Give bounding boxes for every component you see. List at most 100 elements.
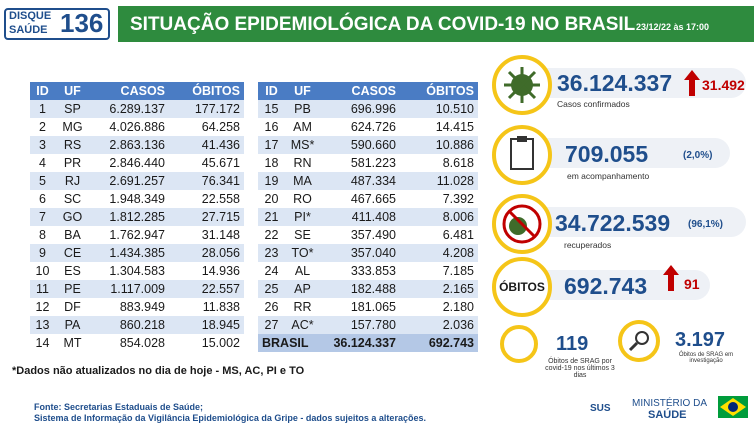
table-cell: 18: [264, 156, 279, 170]
table-cell: 1.762.947: [109, 228, 165, 242]
table-cell: 27: [264, 318, 279, 332]
column-header: ID: [36, 84, 49, 98]
table-cell: 333.853: [350, 264, 396, 278]
table-row-bg: [258, 172, 478, 190]
table-cell: 2.846.440: [109, 156, 165, 170]
table-cell: AM: [293, 120, 312, 134]
table-cell: 15.002: [201, 336, 240, 350]
table-cell: RN: [293, 156, 312, 170]
table-row-bg: [258, 280, 478, 298]
table-cell: 14.415: [435, 120, 474, 134]
table-cell: SC: [63, 192, 82, 206]
table-row-bg: [30, 262, 244, 280]
table-row-bg: [30, 334, 244, 352]
table-cell: 177.172: [194, 102, 240, 116]
total-label: BRASIL: [262, 336, 309, 350]
table-cell: 8.618: [442, 156, 474, 170]
table-row-bg: [30, 100, 244, 118]
monitoring-value: 709.055: [565, 141, 649, 167]
icon: [504, 67, 540, 103]
recovered-percent: (96,1%): [688, 219, 724, 230]
table-cell: 10.510: [435, 102, 474, 116]
confirmed-value: 36.124.337: [557, 70, 673, 96]
table-cell: 23: [264, 246, 279, 260]
table-cell: 1.948.349: [109, 192, 165, 206]
table-cell: 883.949: [119, 300, 165, 314]
table-row-bg: [30, 136, 244, 154]
table-row-bg: [30, 298, 244, 316]
table-cell: 22.557: [201, 282, 240, 296]
up-arrow: [684, 70, 700, 96]
table-cell: 10.886: [435, 138, 474, 152]
table-cell: 9: [39, 246, 46, 260]
table-cell: SP: [64, 102, 81, 116]
confirmed-change: 31.492: [702, 77, 745, 93]
column-header: UF: [294, 84, 311, 98]
table-cell: 4.208: [442, 246, 474, 260]
icon: [510, 136, 534, 170]
monitoring-label: em acompanhamento: [567, 171, 650, 181]
table-cell: 12: [35, 300, 50, 314]
table-cell: 2.863.136: [109, 138, 165, 152]
table-cell: 15: [264, 102, 279, 116]
table-cell: 10: [35, 264, 50, 278]
column-header: ÓBITOS: [192, 84, 240, 98]
logo-bottom: SAÚDE: [9, 24, 48, 36]
total-deaths: 692.743: [428, 336, 474, 350]
table-cell: SE: [294, 228, 311, 242]
table-cell: 2: [39, 120, 46, 134]
column-header: CASOS: [120, 84, 165, 98]
table-row-bg: [258, 118, 478, 136]
table-cell: PR: [63, 156, 82, 170]
table-cell: AL: [294, 264, 311, 278]
table-header-bg: [30, 82, 244, 100]
table-cell: 76.341: [201, 174, 240, 188]
ministry-1: MINISTÉRIO DA: [632, 398, 708, 409]
table-cell: ES: [64, 264, 81, 278]
table-row-bg: [30, 154, 244, 172]
srag-recent-value: 119: [556, 333, 589, 355]
table-cell: 41.436: [201, 138, 240, 152]
panel-bar: [520, 207, 746, 237]
table-cell: CE: [63, 246, 82, 260]
column-header: ÓBITOS: [426, 84, 474, 98]
panel-bar: [520, 138, 730, 168]
table-cell: PB: [294, 102, 311, 116]
table-cell: 624.726: [350, 120, 396, 134]
table-cell: AC*: [291, 318, 314, 332]
table-cell: 16: [264, 120, 279, 134]
table-cell: 581.223: [350, 156, 396, 170]
logo-box: [4, 8, 110, 40]
flag: [718, 396, 748, 418]
table-row-bg: [30, 118, 244, 136]
icon: [628, 331, 649, 352]
note: *Dados não atualizados no dia de hoje - …: [12, 365, 305, 377]
table-cell: 1.117.009: [110, 282, 165, 296]
table-cell: 17: [264, 138, 279, 152]
total-row-bg: [258, 334, 478, 352]
table-cell: 14: [35, 336, 50, 350]
ministry-2: SAÚDE: [648, 409, 687, 421]
source-2: Sistema de Informação da Vigilância Epid…: [34, 413, 426, 423]
table-row-bg: [30, 244, 244, 262]
monitoring-percent: (2,0%): [683, 150, 713, 161]
table-row-bg: [30, 208, 244, 226]
table-cell: 860.218: [119, 318, 165, 332]
table-cell: 7.185: [442, 264, 474, 278]
icon: [502, 204, 542, 244]
table-row-bg: [258, 262, 478, 280]
table-cell: 2.180: [442, 300, 474, 314]
table-cell: 21: [264, 210, 279, 224]
table-cell: RR: [293, 300, 312, 314]
table-cell: 7.392: [442, 192, 474, 206]
table-row-bg: [258, 208, 478, 226]
table-cell: RJ: [64, 174, 81, 188]
table-cell: 25: [264, 282, 279, 296]
srag-investigation-value: 3.197: [675, 329, 726, 351]
table-row-bg: [30, 190, 244, 208]
table-cell: MS*: [290, 138, 315, 152]
table-cell: 357.040: [350, 246, 396, 260]
up-arrow: [663, 265, 679, 291]
table-cell: DF: [64, 300, 81, 314]
table-cell: 27.715: [201, 210, 240, 224]
